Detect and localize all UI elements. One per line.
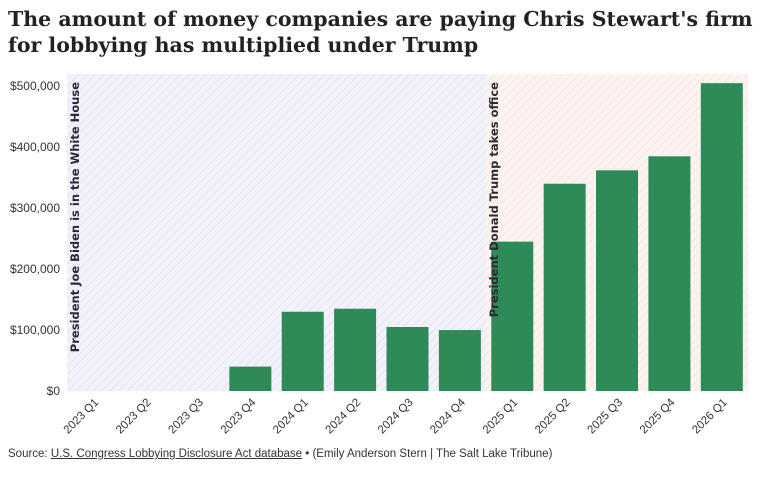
biden-annotation: President Joe Biden is in the White Hous… (68, 82, 82, 352)
x-tick-label: 2025 Q4 (638, 396, 678, 436)
bar (281, 311, 324, 391)
x-tick-label: 2023 Q4 (219, 396, 259, 436)
bar (229, 366, 272, 391)
bar (491, 241, 534, 391)
x-tick-label: 2025 Q3 (585, 397, 625, 437)
y-tick-label: $100,000 (10, 323, 60, 337)
source-note: Source: U.S. Congress Lobbying Disclosur… (8, 448, 758, 460)
y-tick-label: $300,000 (10, 201, 60, 215)
x-tick-label: 2023 Q3 (166, 397, 206, 437)
y-tick-label: $500,000 (10, 79, 60, 93)
source-prefix: Source: (8, 448, 51, 460)
source-credit: • (Emily Anderson Stern | The Salt Lake … (302, 448, 553, 460)
x-tick-label: 2023 Q1 (62, 397, 102, 437)
source-link[interactable]: U.S. Congress Lobbying Disclosure Act da… (50, 448, 303, 460)
x-tick-label: 2025 Q2 (533, 397, 573, 437)
x-tick-label: 2024 Q4 (428, 396, 468, 436)
bar (334, 308, 377, 391)
bar (700, 83, 743, 392)
chart-title: The amount of money companies are paying… (8, 7, 753, 57)
bar (386, 326, 429, 391)
x-tick-label: 2024 Q3 (376, 397, 416, 437)
bar (438, 330, 481, 391)
x-tick-label: 2024 Q2 (324, 397, 364, 437)
x-tick-label: 2024 Q1 (271, 397, 311, 437)
bar (648, 156, 691, 391)
y-tick-label: $200,000 (10, 262, 60, 276)
bar (596, 170, 639, 391)
x-tick-label: 2025 Q1 (481, 397, 521, 437)
y-tick-label: $400,000 (10, 140, 60, 154)
bar (543, 183, 586, 391)
y-tick-label: $0 (47, 384, 61, 398)
trump-annotation: President Donald Trump takes office (487, 82, 501, 317)
x-tick-label: 2026 Q1 (690, 397, 730, 437)
x-tick-label: 2023 Q2 (114, 397, 154, 437)
